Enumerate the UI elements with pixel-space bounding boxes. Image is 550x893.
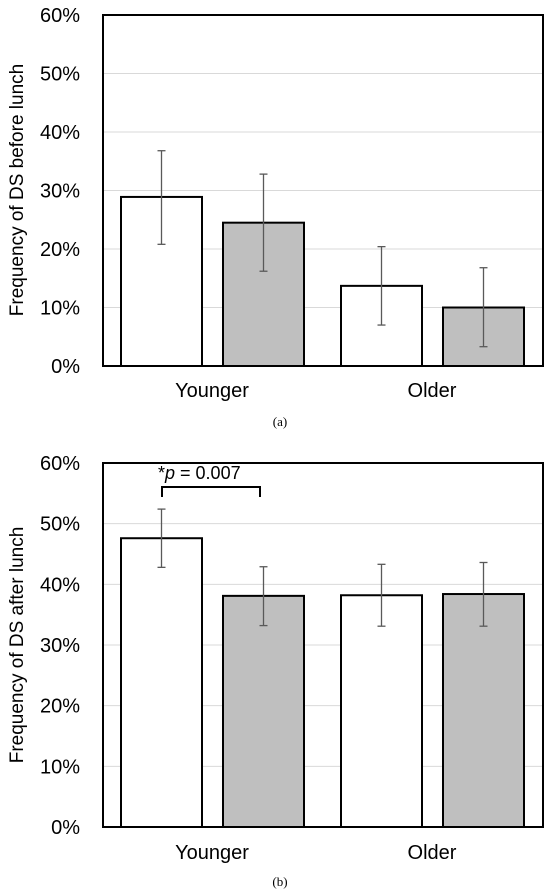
x-tick-label-younger-a: Younger (175, 380, 249, 402)
error-bar-a-series2-older (479, 267, 488, 348)
caption-a: (a) (273, 414, 287, 429)
y-tick-label-b: 0% (51, 817, 80, 839)
bars-a (103, 150, 543, 368)
error-bar-a-series2-younger (259, 173, 268, 272)
y-tick-label-a: 0% (51, 356, 80, 378)
error-bar-b-series1-older (377, 563, 386, 627)
error-bar-b-series2-older (479, 561, 488, 627)
y-tick-label-a: 10% (40, 298, 80, 320)
bar-a-series2-younger (222, 221, 305, 367)
bar-b-series1-older (340, 594, 423, 829)
y-tick-label-b: 20% (40, 696, 80, 718)
y-ticks-b: 0% 10% 20% 30% 40% 50% 60% (40, 453, 80, 839)
error-bar-b-series2-younger (259, 566, 268, 627)
y-tick-label-a: 30% (40, 181, 80, 203)
y-tick-label-a: 50% (40, 64, 80, 86)
significance-p-value: = 0.007 (175, 463, 241, 483)
x-tick-label-older-a: Older (408, 380, 457, 402)
y-tick-label-b: 50% (40, 514, 80, 536)
caption-b: (b) (272, 874, 287, 889)
y-tick-label-b: 30% (40, 635, 80, 657)
bar-b-series2-younger (222, 594, 305, 828)
y-axis-label-a: Frequency of DS before lunch (7, 64, 28, 316)
y-tick-label-a: 20% (40, 239, 80, 261)
x-tick-label-older-b: Older (408, 842, 457, 864)
error-bar-b-series1-younger (157, 508, 166, 568)
significance-star: * (158, 463, 165, 483)
significance-p-letter: p (164, 463, 175, 483)
error-bar-a-series1-older (377, 246, 386, 326)
y-tick-label-b: 40% (40, 574, 80, 596)
y-axis-label-b: Frequency of DS after lunch (7, 527, 28, 764)
bar-b-series1-younger (120, 537, 203, 829)
bars-b (103, 508, 543, 829)
y-ticks-a: 0% 10% 20% 30% 40% 50% 60% (40, 5, 80, 378)
significance-bracket (161, 486, 261, 497)
chart-panel-a: 0% 10% 20% 30% 40% 50% 60% Younger Older Frequ… (7, 5, 544, 429)
significance-label: *p = 0.007 (158, 463, 241, 483)
chart-panel-b: 0% 10% 20% 30% 40% 50% 60% Younger Older Frequ… (7, 453, 544, 889)
x-tick-label-younger-b: Younger (175, 842, 249, 864)
y-tick-label-a: 40% (40, 122, 80, 144)
bar-b-series2-older (442, 593, 525, 828)
error-bar-a-series1-younger (157, 150, 166, 245)
y-tick-label-b: 60% (40, 453, 80, 475)
y-tick-label-b: 10% (40, 756, 80, 778)
y-tick-label-a: 60% (40, 5, 80, 27)
